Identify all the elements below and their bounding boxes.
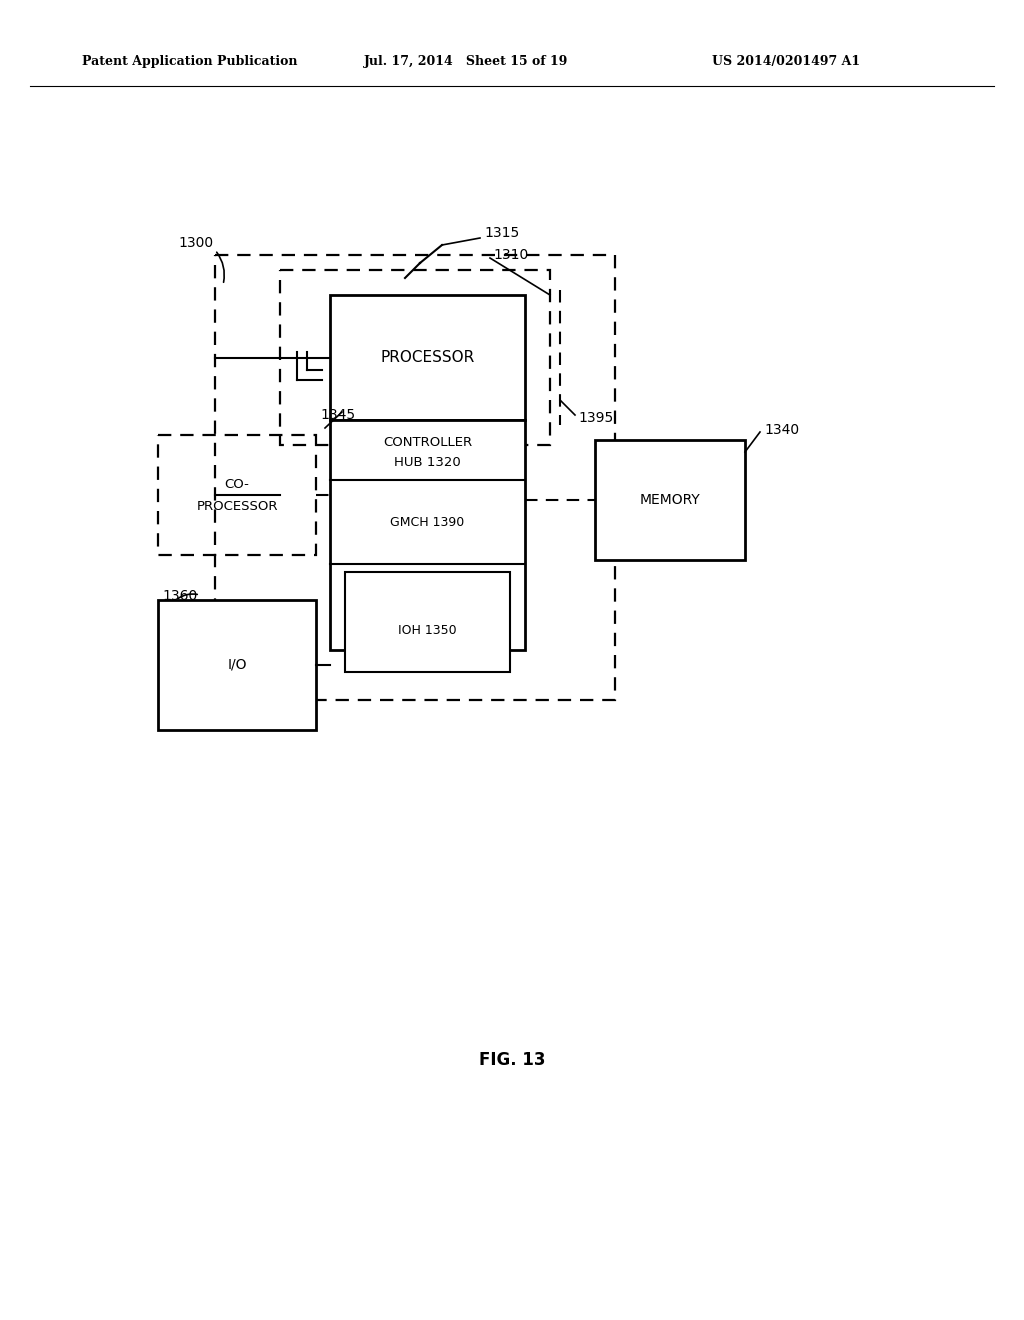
- Bar: [330, 294, 525, 420]
- Bar: [280, 271, 550, 445]
- Text: 1395: 1395: [578, 411, 613, 425]
- Text: Patent Application Publication: Patent Application Publication: [82, 55, 297, 69]
- Text: US 2014/0201497 A1: US 2014/0201497 A1: [712, 55, 860, 69]
- Bar: [345, 572, 510, 672]
- Text: I/O: I/O: [227, 657, 247, 672]
- Text: 1300: 1300: [178, 236, 213, 249]
- Text: Jul. 17, 2014   Sheet 15 of 19: Jul. 17, 2014 Sheet 15 of 19: [364, 55, 568, 69]
- Text: FIG. 13: FIG. 13: [479, 1051, 545, 1069]
- Bar: [595, 440, 745, 560]
- Bar: [158, 436, 316, 554]
- Text: PROCESSOR: PROCESSOR: [380, 350, 475, 366]
- Text: HUB 1320: HUB 1320: [394, 455, 461, 469]
- Text: 1315: 1315: [484, 226, 519, 240]
- Text: GMCH 1390: GMCH 1390: [390, 516, 465, 528]
- Text: 1310: 1310: [493, 248, 528, 261]
- Text: 1345: 1345: [319, 408, 355, 422]
- Text: 1360: 1360: [162, 589, 198, 603]
- Text: 1340: 1340: [764, 422, 799, 437]
- Text: CONTROLLER: CONTROLLER: [383, 436, 472, 449]
- Text: CO-: CO-: [224, 479, 250, 491]
- Bar: [350, 578, 400, 609]
- Bar: [215, 255, 615, 700]
- Text: MEMORY: MEMORY: [640, 492, 700, 507]
- Bar: [330, 420, 525, 649]
- Bar: [345, 482, 510, 562]
- Bar: [158, 601, 316, 730]
- Text: IOH 1350: IOH 1350: [398, 623, 457, 636]
- Text: PROCESSOR: PROCESSOR: [197, 500, 278, 513]
